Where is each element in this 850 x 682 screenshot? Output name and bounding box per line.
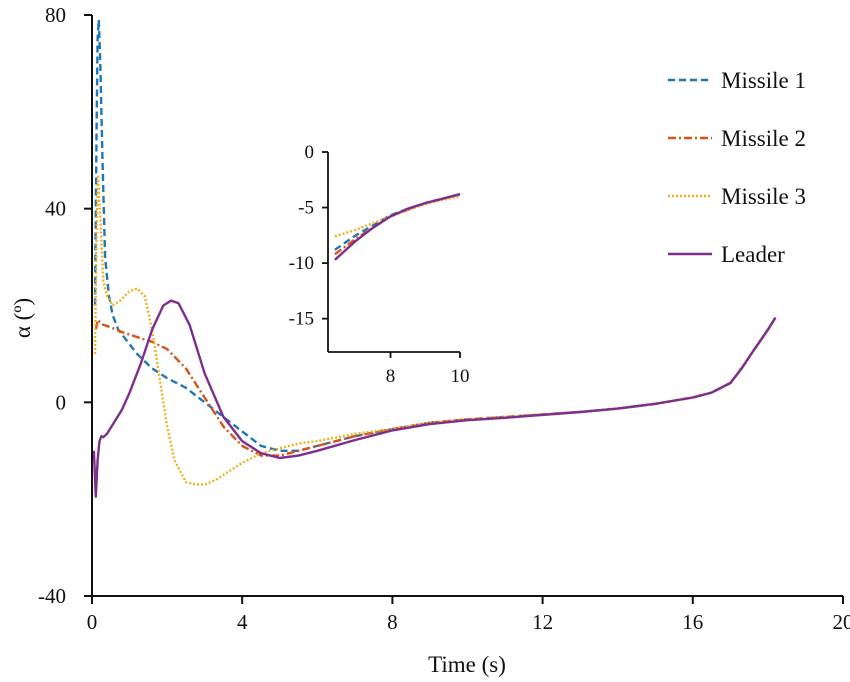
inset-series-group <box>334 193 461 261</box>
y-axis-label: α (º) <box>10 298 35 338</box>
x-tick-label: 12 <box>532 610 553 634</box>
legend: Missile 1 Missile 2 Missile 3 Leader <box>668 68 806 267</box>
x-tick-label: 16 <box>682 610 703 634</box>
y-tick-label: 80 <box>45 3 66 27</box>
inset-x-axis-ticks: 8 10 <box>386 352 470 387</box>
legend-label-1: Missile 1 <box>721 68 806 93</box>
x-axis-label: Time (s) <box>428 652 506 677</box>
x-axis-ticks: 0 4 8 12 16 20 <box>87 596 850 634</box>
inset-plot: 8 10 0 -5 -10 -15 <box>289 142 470 387</box>
x-tick-label: 20 <box>833 610 850 634</box>
y-tick-label: 40 <box>45 197 66 221</box>
series-line-4 <box>92 299 777 498</box>
legend-label-2: Missile 2 <box>721 126 806 151</box>
series-line-3 <box>93 173 777 486</box>
main-series-group <box>92 18 777 498</box>
legend-label-3: Missile 3 <box>721 184 806 209</box>
legend-label-4: Leader <box>721 242 785 267</box>
x-tick-label: 4 <box>237 610 248 634</box>
x-tick-label: 0 <box>87 610 98 634</box>
inset-series-line-1 <box>334 193 461 251</box>
x-tick-label: 8 <box>387 610 398 634</box>
inset-y-tick-label: 0 <box>305 142 315 163</box>
inset-y-axis-ticks: 0 -5 -10 -15 <box>289 142 328 330</box>
inset-series-line-4 <box>334 193 461 261</box>
y-tick-label: 0 <box>56 390 67 414</box>
inset-x-tick-label: 10 <box>451 366 470 387</box>
inset-background <box>330 152 460 352</box>
inset-y-tick-label: -15 <box>289 309 314 330</box>
inset-y-tick-label: -5 <box>298 198 314 219</box>
y-tick-label: -40 <box>38 584 66 608</box>
y-axis-ticks: -40 0 40 80 <box>38 3 92 608</box>
inset-x-tick-label: 8 <box>386 366 396 387</box>
inset-y-tick-label: -10 <box>289 253 314 274</box>
